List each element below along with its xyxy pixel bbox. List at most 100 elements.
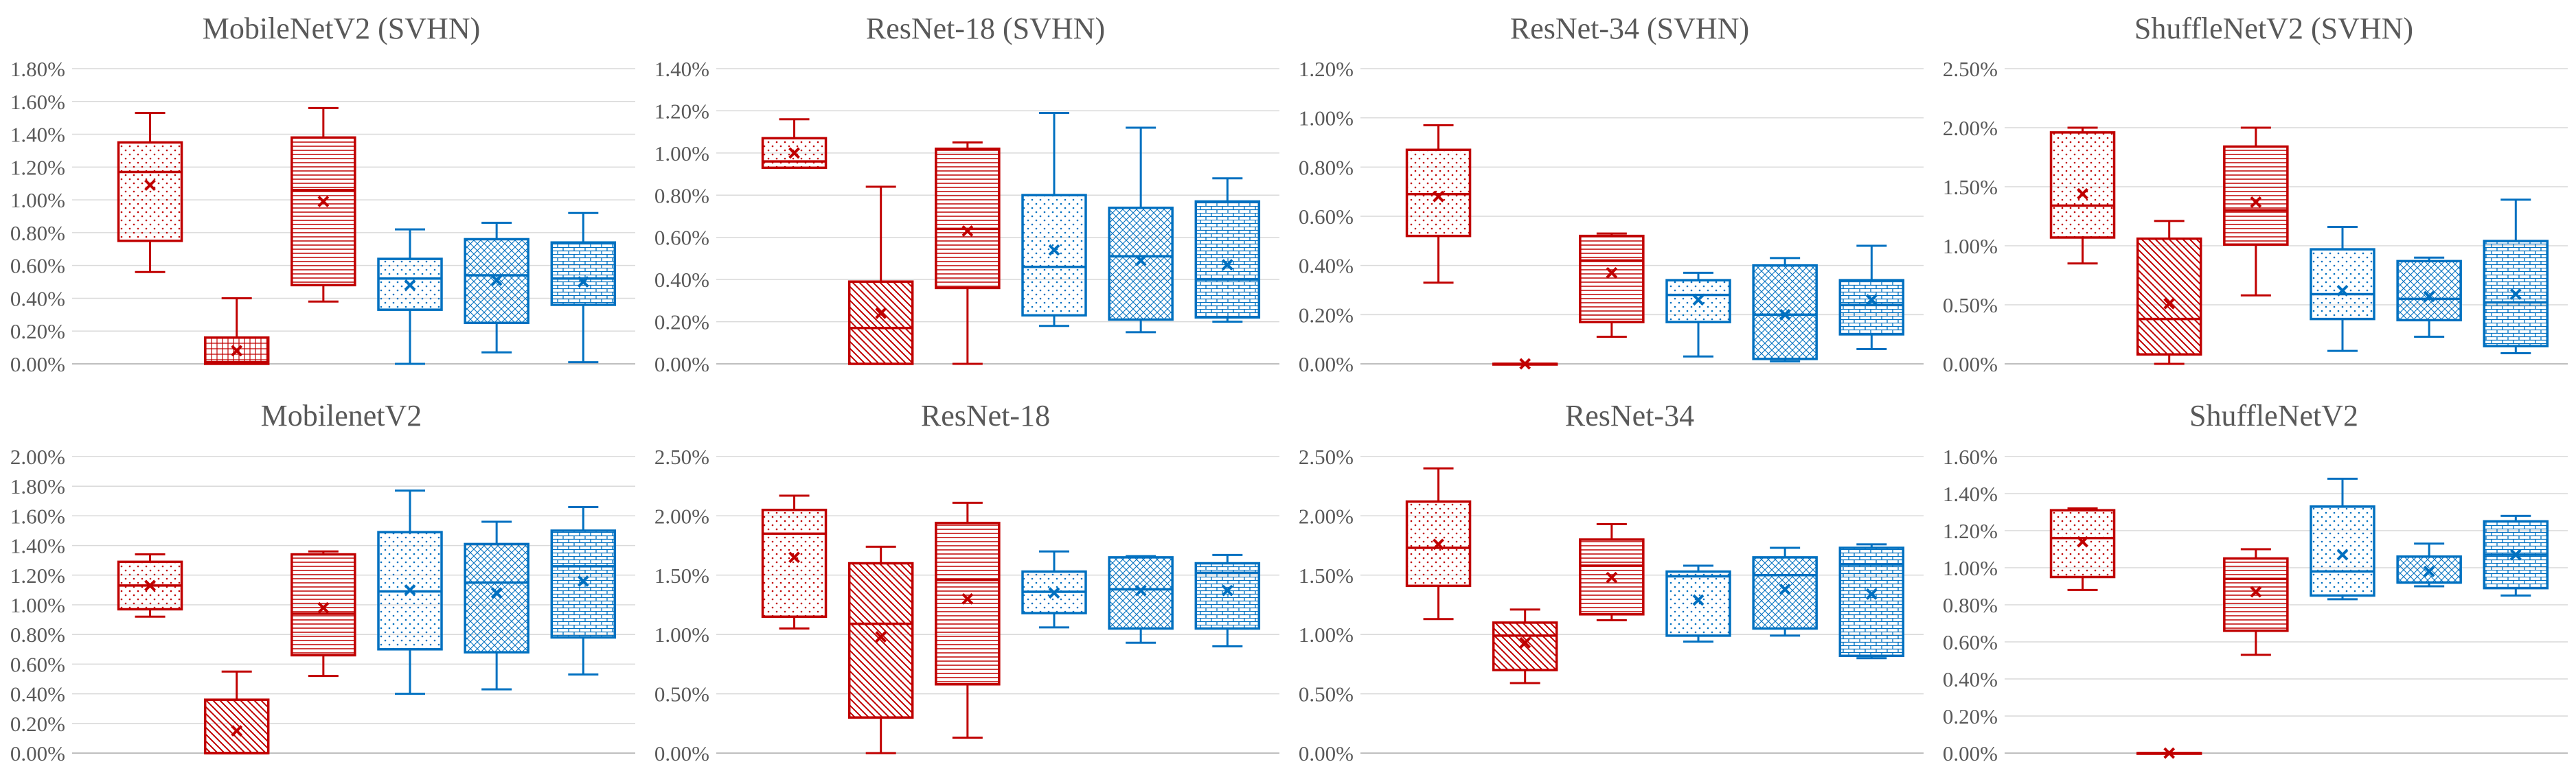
mean-marker bbox=[1221, 584, 1233, 597]
y-tick-label: 0.50% bbox=[654, 682, 709, 706]
mean-marker bbox=[1606, 267, 1618, 279]
y-tick-label: 1.20% bbox=[1943, 519, 1998, 543]
mean-marker bbox=[1433, 538, 1444, 551]
box-2 bbox=[1492, 608, 1558, 684]
mean-marker bbox=[1606, 571, 1618, 584]
y-tick-label: 0.60% bbox=[10, 254, 65, 278]
chart-title: ResNet-18 bbox=[921, 399, 1050, 432]
box-6 bbox=[1194, 177, 1261, 323]
box-6 bbox=[2483, 198, 2549, 355]
mean-marker bbox=[1779, 308, 1791, 321]
iqr-box bbox=[1838, 279, 1905, 336]
iqr-box bbox=[1492, 621, 1558, 671]
y-tick-label: 1.50% bbox=[1943, 175, 1998, 199]
y-tick-label: 1.80% bbox=[10, 57, 65, 81]
box-1 bbox=[1405, 124, 1472, 284]
iqr-box bbox=[550, 241, 617, 306]
box-6 bbox=[1838, 244, 1905, 350]
y-tick-label: 0.50% bbox=[1299, 682, 1354, 706]
mean-marker bbox=[1779, 584, 1791, 595]
mean-marker bbox=[490, 274, 503, 286]
y-tick-label: 0.80% bbox=[1943, 593, 1998, 617]
y-tick-label: 0.00% bbox=[1299, 352, 1354, 376]
mean-marker bbox=[2336, 284, 2349, 297]
box-4 bbox=[377, 489, 443, 695]
iqr-box bbox=[935, 147, 1001, 290]
mean-marker bbox=[1519, 636, 1531, 649]
box-4 bbox=[2310, 477, 2375, 601]
chart-panel-4: ShuffleNetV2 (SVHN) 0.00% 0.50% 1.00% 1.50% 2… bbox=[1943, 12, 2568, 376]
y-tick-label: 2.00% bbox=[10, 445, 65, 469]
box-3 bbox=[290, 550, 356, 678]
y-tick-label: 0.40% bbox=[654, 268, 709, 292]
y-tick-label: 0.50% bbox=[1943, 293, 1998, 317]
box-6 bbox=[550, 211, 617, 364]
mean-marker bbox=[2423, 290, 2435, 303]
y-tick-label: 0.00% bbox=[1943, 741, 1998, 765]
y-tick-label: 1.00% bbox=[10, 593, 65, 617]
y-tick-label: 1.00% bbox=[10, 188, 65, 212]
mean-marker bbox=[875, 631, 887, 643]
y-tick-label: 0.00% bbox=[654, 352, 709, 376]
y-tick-label: 0.80% bbox=[10, 623, 65, 647]
mean-marker bbox=[2163, 747, 2176, 759]
mean-marker bbox=[2423, 565, 2435, 577]
y-tick-label: 0.20% bbox=[1299, 303, 1354, 327]
box-5 bbox=[1108, 555, 1174, 644]
y-tick-label: 1.00% bbox=[1943, 234, 1998, 258]
box-3 bbox=[935, 501, 1001, 739]
chart-panel-5: MobilenetV2 0.00% 0.20% 0.40% 0.60% 0.80% 1.00… bbox=[10, 399, 635, 765]
mean-marker bbox=[144, 579, 156, 592]
box-4 bbox=[1021, 550, 1087, 629]
mean-marker bbox=[231, 725, 243, 737]
chart-title: ShuffleNetV2 (SVHN) bbox=[2134, 12, 2413, 45]
iqr-box bbox=[550, 529, 617, 639]
y-tick-label: 1.20% bbox=[10, 155, 65, 179]
y-tick-label: 2.00% bbox=[654, 504, 709, 528]
mean-marker bbox=[1135, 584, 1147, 597]
box-5 bbox=[464, 222, 529, 354]
mean-marker bbox=[317, 601, 330, 614]
iqr-box bbox=[2049, 131, 2116, 239]
chart-panel-1: MobileNetV2 (SVHN) 0.00% 0.20% 0.40% 0.60% 0.… bbox=[10, 12, 635, 376]
chart-panel-8: ShuffleNetV2 0.00% 0.20% 0.40% 0.60% 0.80% 1.0… bbox=[1943, 399, 2568, 765]
y-tick-label: 0.60% bbox=[1943, 630, 1998, 654]
chart-title: ResNet-34 bbox=[1565, 399, 1694, 432]
chart-panel-2: ResNet-18 (SVHN) 0.00% 0.20% 0.40% 0.60% 0.80… bbox=[654, 12, 1279, 376]
mean-marker bbox=[577, 575, 589, 587]
y-tick-label: 1.20% bbox=[10, 564, 65, 588]
box-3 bbox=[1579, 522, 1645, 621]
box-2 bbox=[847, 545, 914, 754]
box-5 bbox=[2396, 542, 2462, 588]
iqr-box bbox=[847, 280, 914, 365]
mean-marker bbox=[1433, 190, 1444, 203]
y-tick-label: 1.40% bbox=[654, 57, 709, 81]
y-tick-label: 0.40% bbox=[10, 682, 65, 706]
iqr-box bbox=[1108, 556, 1174, 630]
box-4 bbox=[1021, 112, 1087, 327]
box-3 bbox=[2223, 126, 2289, 297]
y-tick-label: 2.50% bbox=[1299, 445, 1354, 469]
y-tick-label: 0.20% bbox=[10, 319, 65, 343]
y-tick-label: 1.50% bbox=[1299, 564, 1354, 588]
box-2 bbox=[847, 185, 914, 365]
box-3 bbox=[1579, 232, 1645, 338]
y-tick-label: 1.60% bbox=[10, 90, 65, 114]
mean-marker bbox=[2077, 535, 2088, 548]
y-tick-label: 0.20% bbox=[654, 310, 709, 334]
iqr-box bbox=[2396, 259, 2462, 322]
box-6 bbox=[1194, 553, 1261, 647]
mean-marker bbox=[144, 179, 156, 192]
y-tick-label: 0.00% bbox=[1943, 352, 1998, 376]
y-tick-label: 2.50% bbox=[654, 445, 709, 469]
chart-title: ResNet-34 (SVHN) bbox=[1510, 12, 1749, 45]
mean-marker bbox=[788, 147, 800, 159]
mean-marker bbox=[404, 584, 416, 596]
iqr-box bbox=[1665, 570, 1731, 637]
iqr-box bbox=[2223, 557, 2289, 632]
box-2 bbox=[203, 670, 270, 754]
box-3 bbox=[290, 106, 356, 303]
y-tick-label: 0.00% bbox=[10, 352, 65, 376]
box-3 bbox=[935, 141, 1001, 365]
